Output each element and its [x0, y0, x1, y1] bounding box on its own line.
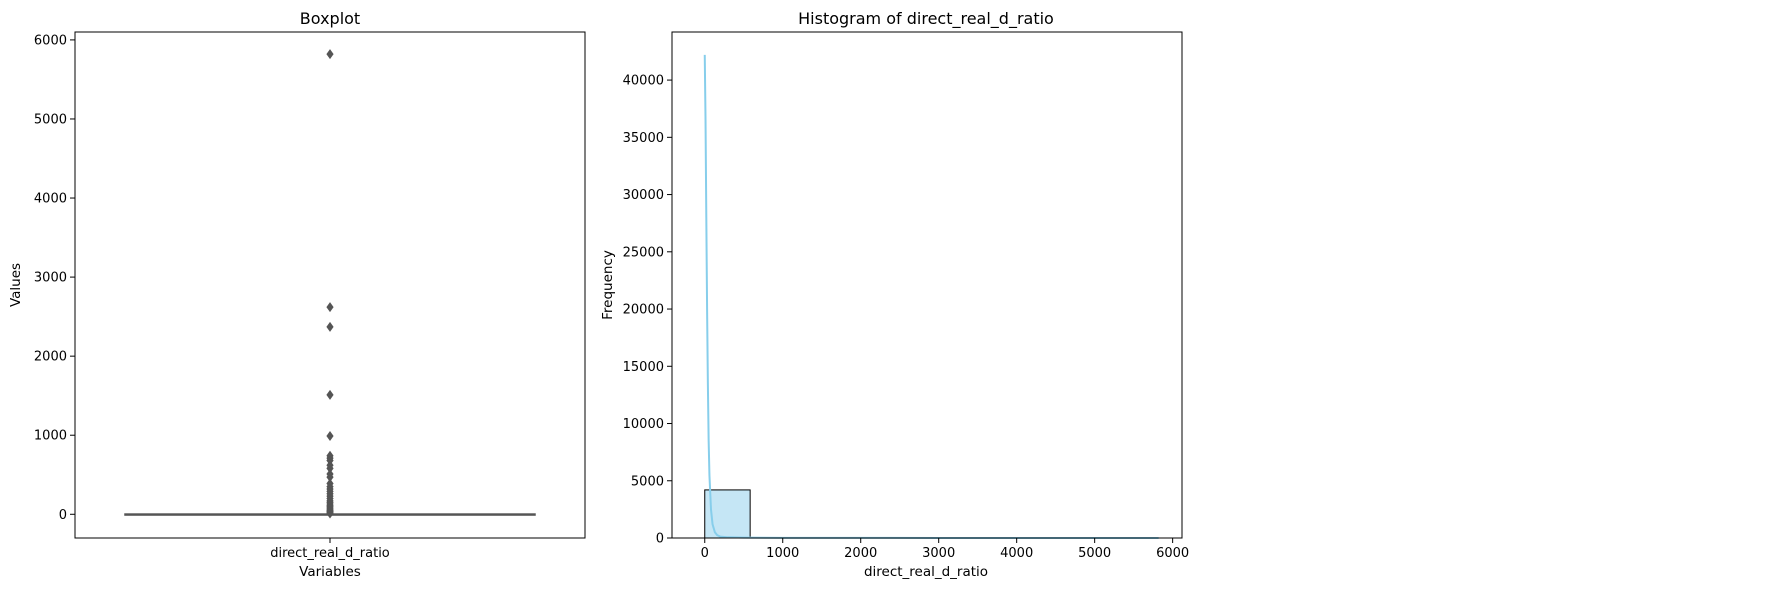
histogram-y-ticks: 0 5000 10000 15000 20000 25000 30000 35000 40000: [623, 74, 672, 547]
histogram-kde-line: [703, 54, 1159, 539]
histogram-y-tick-label: 30000: [623, 188, 664, 203]
histogram-y-tick-label: 25000: [623, 245, 664, 260]
histogram-y-tick-label: 35000: [623, 131, 664, 146]
histogram-x-tick-label: 3000: [922, 546, 955, 561]
histogram-x-tick-label: 0: [701, 546, 709, 561]
histogram-x-tick-label: 6000: [1156, 546, 1189, 561]
boxplot-y-tick-label: 2000: [34, 350, 67, 365]
boxplot-outlier-point: [326, 472, 334, 483]
boxplot-outlier-point: [326, 49, 334, 60]
boxplot-y-tick-label: 4000: [34, 192, 67, 207]
boxplot-outlier-point: [326, 508, 334, 519]
histogram-x-axis-label: direct_real_d_ratio: [864, 564, 988, 580]
histogram-panel: Histogram of direct_real_d_ratio 0 5000 10…: [600, 9, 1189, 580]
boxplot-outlier-point: [326, 431, 334, 442]
histogram-x-tick-label: 5000: [1078, 546, 1111, 561]
boxplot-y-tick-label: 0: [59, 508, 67, 523]
histogram-title: Histogram of direct_real_d_ratio: [798, 9, 1054, 29]
histogram-y-tick-label: 0: [656, 532, 664, 547]
histogram-x-tick-label: 2000: [844, 546, 877, 561]
histogram-x-tick-label: 4000: [1000, 546, 1033, 561]
boxplot-x-tick-label: direct_real_d_ratio: [270, 546, 390, 561]
histogram-y-tick-label: 10000: [623, 417, 664, 432]
boxplot-outlier-point: [326, 321, 334, 332]
boxplot-y-tick-label: 5000: [34, 112, 67, 127]
histogram-bars: [704, 489, 1160, 539]
boxplot-y-ticks: 0 1000 2000 3000 4000 5000 6000: [34, 33, 75, 523]
histogram-x-tick-label: 1000: [766, 546, 799, 561]
histogram-x-ticks: 0 1000 2000 3000 4000 5000 6000: [701, 538, 1189, 561]
boxplot-outlier-point: [326, 463, 334, 474]
histogram-y-axis-label: Frequency: [600, 250, 616, 320]
boxplot-x-axis-label: Variables: [299, 564, 361, 580]
histogram-y-tick-label: 40000: [623, 74, 664, 89]
histogram-axes-frame: [671, 31, 1183, 539]
boxplot-panel: Boxplot 0 1000 2000 3000 4000 5000 6000 direct…: [8, 9, 586, 580]
boxplot-y-tick-label: 1000: [34, 429, 67, 444]
boxplot-y-tick-label: 6000: [34, 33, 67, 48]
boxplot-y-axis-label: Values: [8, 263, 24, 307]
boxplot-y-tick-label: 3000: [34, 271, 67, 286]
histogram-y-tick-label: 5000: [631, 474, 664, 489]
histogram-y-tick-label: 15000: [623, 360, 664, 375]
boxplot-outlier-point: [326, 389, 334, 400]
histogram-y-tick-label: 20000: [623, 303, 664, 318]
boxplot-outliers: [326, 49, 334, 519]
boxplot-title: Boxplot: [300, 9, 360, 28]
boxplot-outlier-point: [326, 302, 334, 313]
